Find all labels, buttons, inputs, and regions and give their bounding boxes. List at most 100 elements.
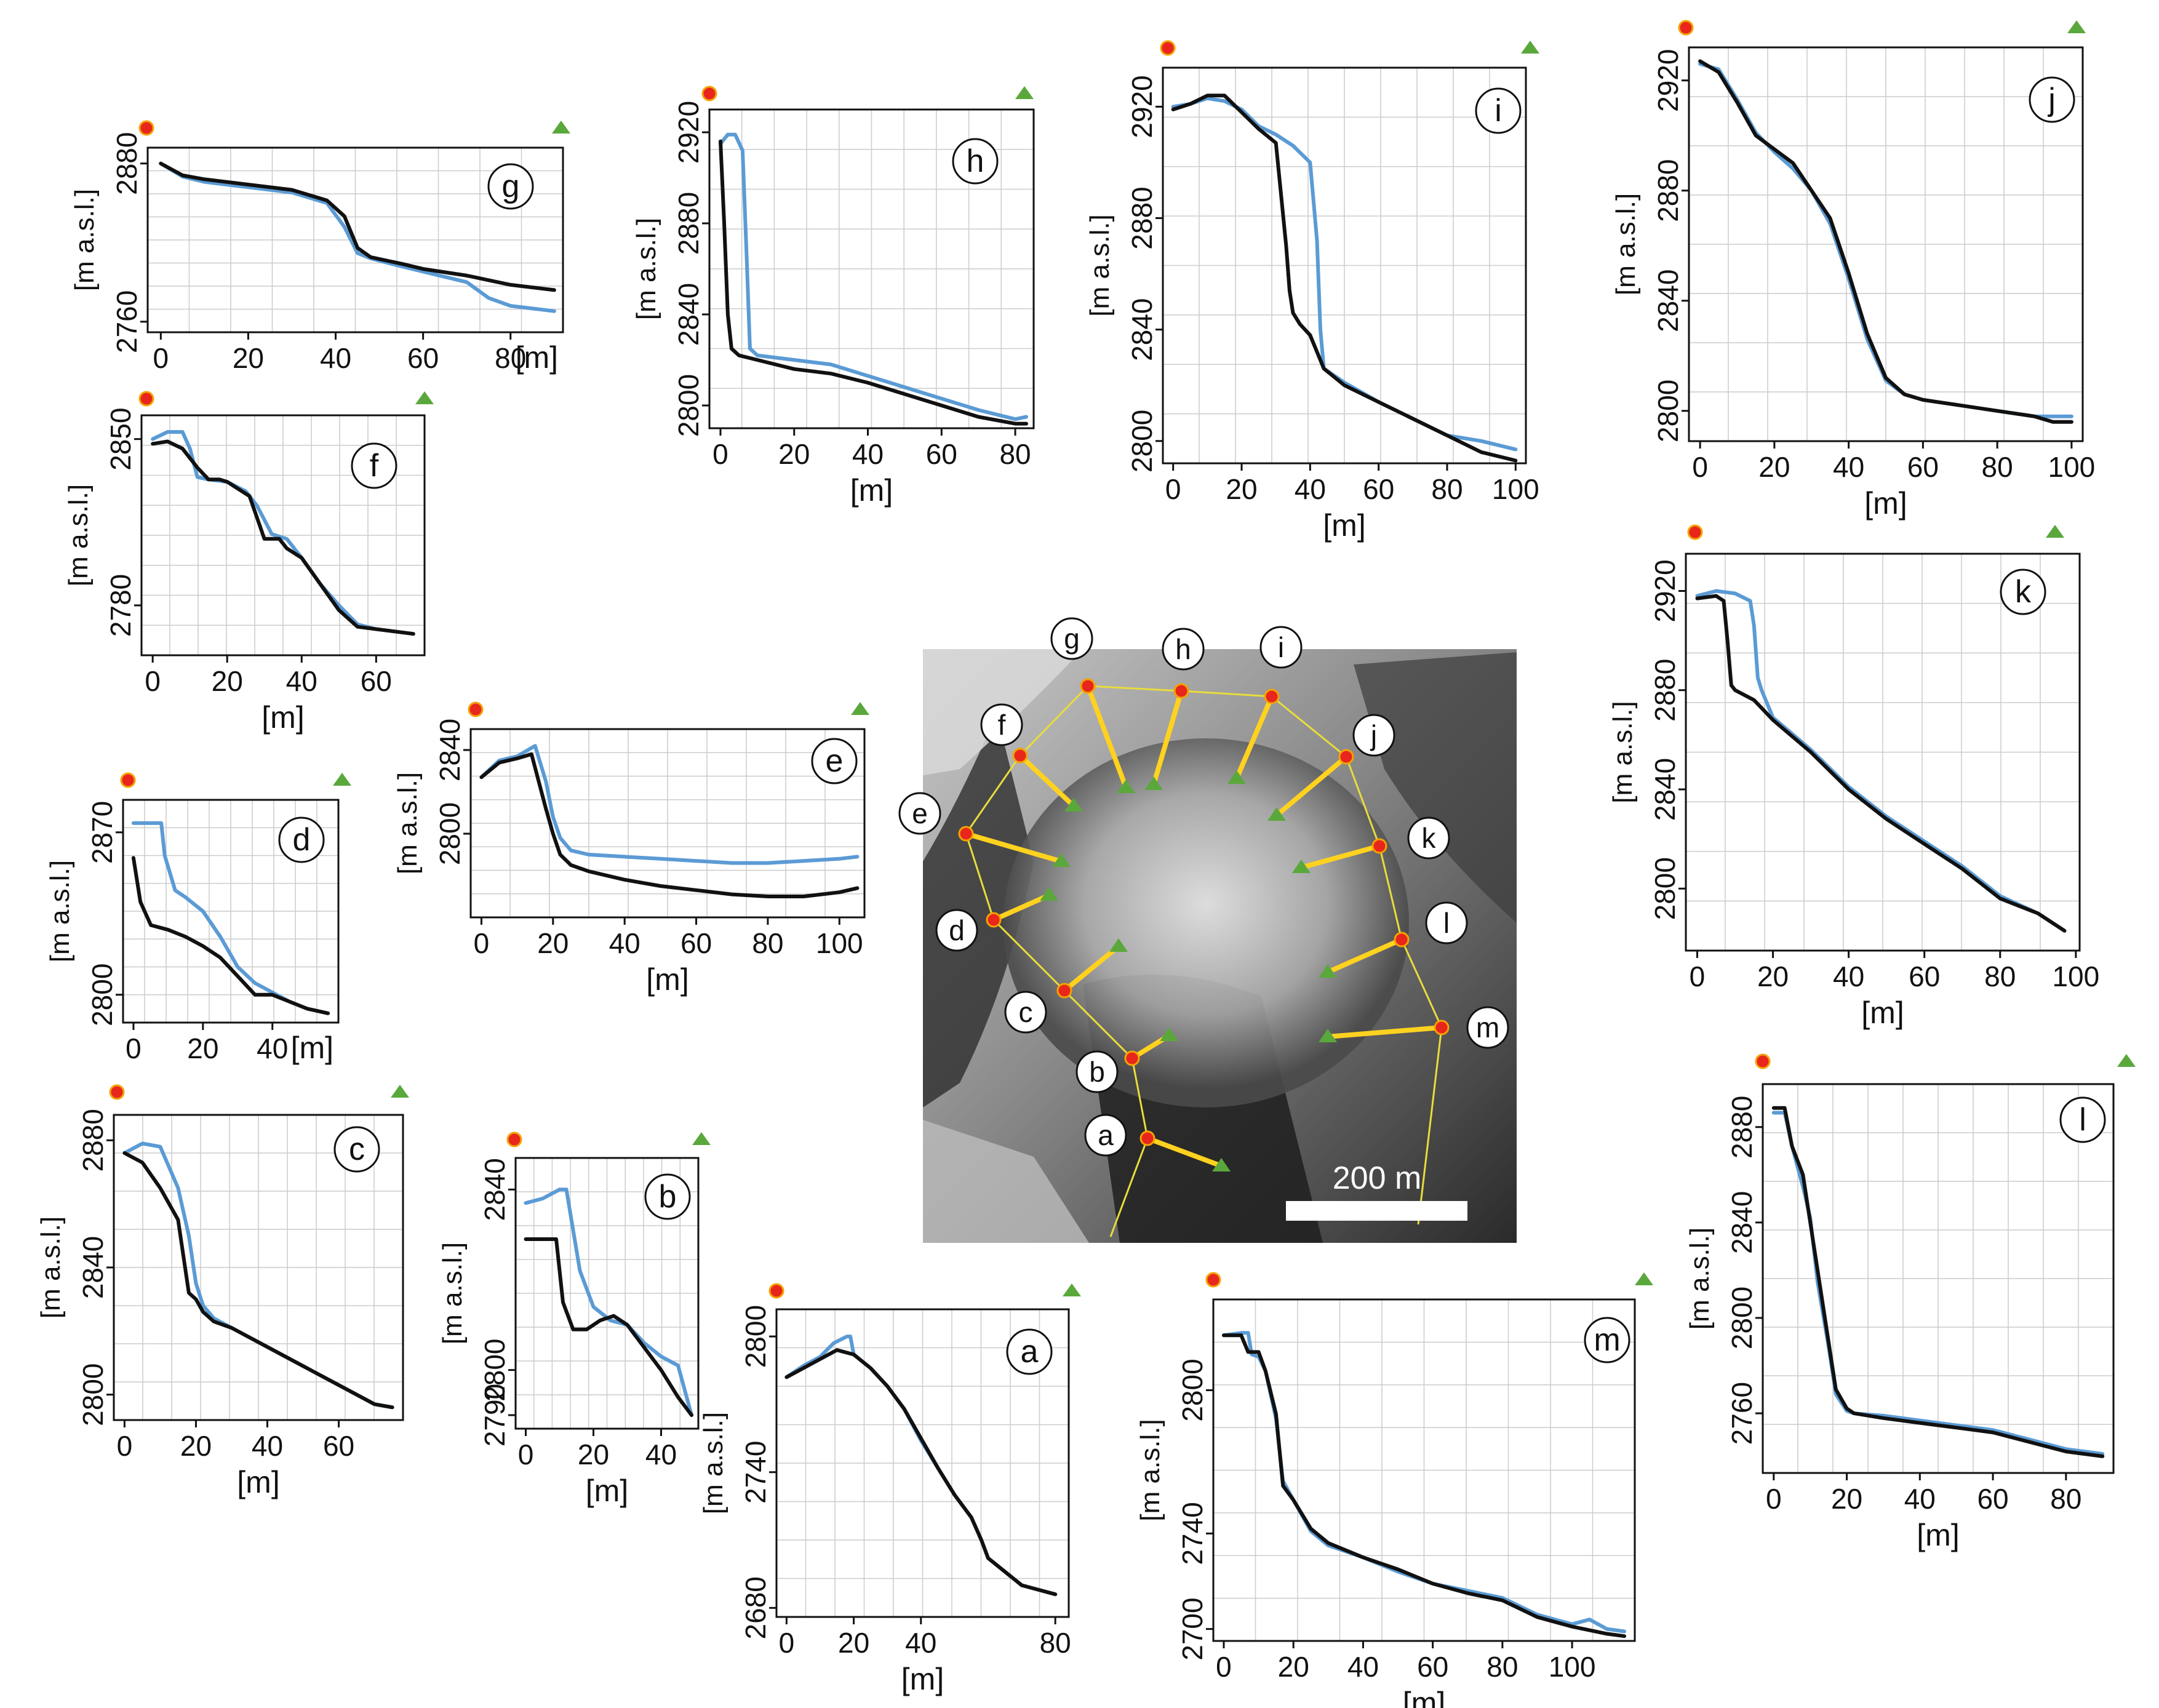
panel-label-circle xyxy=(1006,1328,1053,1375)
y-tick-label: 2800 xyxy=(1649,857,1681,920)
map-label-circle-b xyxy=(1076,1050,1119,1093)
plot-frame xyxy=(122,799,340,1024)
panel-label-circle xyxy=(351,442,397,489)
profile-trace-k xyxy=(1299,844,1382,870)
map-label-circle-c xyxy=(1004,991,1047,1034)
profile-panel-l: 0 20 40 60 80 2760 2800 2840 2880 [m] [m a.s.l.] l xyxy=(1685,1053,2136,1552)
y-tick-label: 2850 xyxy=(105,407,137,470)
series-line-blue xyxy=(1222,1331,1626,1634)
map-start-marker-b xyxy=(1124,1050,1140,1066)
crater-map: ab c d e f g h i j k l m 200 m xyxy=(898,617,1517,1243)
y-tick-label: 2920 xyxy=(1649,559,1681,622)
plot-frame xyxy=(146,146,564,333)
series-line-black xyxy=(719,139,1028,426)
y-tick-label: 2800 xyxy=(672,374,704,437)
grid-a xyxy=(776,1309,1069,1617)
panel-label: m xyxy=(1594,1322,1620,1358)
x-tick-label: 0 xyxy=(1692,451,1708,483)
y-tick-label: 2800 xyxy=(434,802,466,865)
x-tick-label: 20 xyxy=(187,1032,218,1064)
y-axis-label: [m a.s.l.] xyxy=(36,1216,66,1319)
grid-m xyxy=(1213,1299,1635,1641)
y-axis-label: [m a.s.l.] xyxy=(1085,214,1115,316)
y-tick-label: 2840 xyxy=(672,283,704,346)
series-line-black xyxy=(159,161,556,292)
x-tick-label: 0 xyxy=(1165,473,1181,505)
panel-label-circle xyxy=(1475,87,1522,134)
x-tick-label: 40 xyxy=(320,342,351,374)
series-line-black xyxy=(479,752,860,898)
map-label-c: c xyxy=(1019,996,1033,1028)
start-marker xyxy=(468,701,484,717)
y-tick-label: 2880 xyxy=(1652,159,1684,222)
dark-slope xyxy=(923,714,1034,1107)
y-axis-label: [m a.s.l.] xyxy=(63,484,94,586)
x-tick-label: 0 xyxy=(779,1627,795,1659)
plot-frame xyxy=(708,108,1035,429)
map-label-circle-j xyxy=(1352,714,1395,757)
x-tick-label: 20 xyxy=(233,342,264,374)
grid-d xyxy=(123,800,338,1023)
y-tick-label: 2800 xyxy=(1726,1287,1758,1349)
x-tick-label: 40 xyxy=(645,1439,677,1471)
map-start-marker-e xyxy=(958,826,974,842)
y-axis-label: [m a.s.l.] xyxy=(1135,1419,1165,1521)
series-line-black xyxy=(1695,594,2067,933)
map-label-circle-m xyxy=(1466,1006,1509,1049)
profile-trace-d xyxy=(991,893,1052,922)
x-tick-label: 0 xyxy=(126,1032,142,1064)
start-marker xyxy=(768,1283,784,1299)
panel-label: c xyxy=(349,1131,365,1167)
start-marker xyxy=(1678,20,1694,36)
x-tick-label: 80 xyxy=(2050,1483,2081,1515)
y-tick-label: 2840 xyxy=(1649,758,1681,821)
x-tick-label: 0 xyxy=(518,1439,534,1471)
map-end-marker-m xyxy=(1319,1029,1337,1042)
x-tick-label: 40 xyxy=(1833,960,1864,992)
series-line-blue xyxy=(524,1187,693,1417)
end-marker xyxy=(1635,1272,1653,1285)
scale-bar-label: 200 m xyxy=(1333,1160,1422,1196)
map-label-circle-a xyxy=(1084,1114,1127,1157)
panel-label-circle xyxy=(2059,1096,2106,1143)
map-label-circle-f xyxy=(980,703,1023,746)
y-tick-label: 2880 xyxy=(672,192,704,255)
panel-label: k xyxy=(2015,574,2032,610)
map-label-k: k xyxy=(1422,822,1437,854)
y-tick-label: 2800 xyxy=(479,1338,511,1401)
x-tick-label: 40 xyxy=(1295,473,1326,505)
series-line-black xyxy=(1222,1333,1626,1638)
map-end-marker-g xyxy=(1117,780,1135,793)
map-start-marker-j xyxy=(1338,749,1354,765)
x-axis-label: [m] xyxy=(901,1662,944,1696)
x-axis-label: [m] xyxy=(1403,1686,1445,1708)
map-start-marker-c xyxy=(1056,983,1072,999)
end-marker xyxy=(333,773,351,786)
x-tick-label: 60 xyxy=(1907,451,1939,483)
map-label-g: g xyxy=(1064,623,1080,655)
y-tick-label: 2760 xyxy=(1726,1382,1758,1445)
series-line-blue xyxy=(784,1335,1058,1597)
map-label-e: e xyxy=(912,797,928,829)
series-line-blue xyxy=(1771,1111,2105,1456)
map-end-marker-f xyxy=(1064,798,1083,812)
start-marker xyxy=(138,120,154,136)
series-line-black xyxy=(1771,1106,2105,1458)
grid-k xyxy=(1686,554,2080,951)
x-tick-label: 40 xyxy=(852,438,884,470)
end-marker xyxy=(2046,525,2064,538)
x-tick-label: 0 xyxy=(712,438,728,470)
x-tick-label: 0 xyxy=(153,342,169,374)
x-axis-label: [m] xyxy=(1917,1518,1959,1552)
y-tick-label: 2800 xyxy=(1126,410,1158,473)
series-line-black xyxy=(151,439,415,636)
map-label-circle-h xyxy=(1162,628,1205,671)
y-tick-label: 2800 xyxy=(740,1305,772,1368)
map-label-h: h xyxy=(1175,633,1191,665)
panel-label-circle xyxy=(1584,1317,1630,1363)
series-line-blue xyxy=(719,132,1028,421)
x-tick-label: 40 xyxy=(905,1627,936,1659)
crater-floor xyxy=(1003,738,1409,1107)
